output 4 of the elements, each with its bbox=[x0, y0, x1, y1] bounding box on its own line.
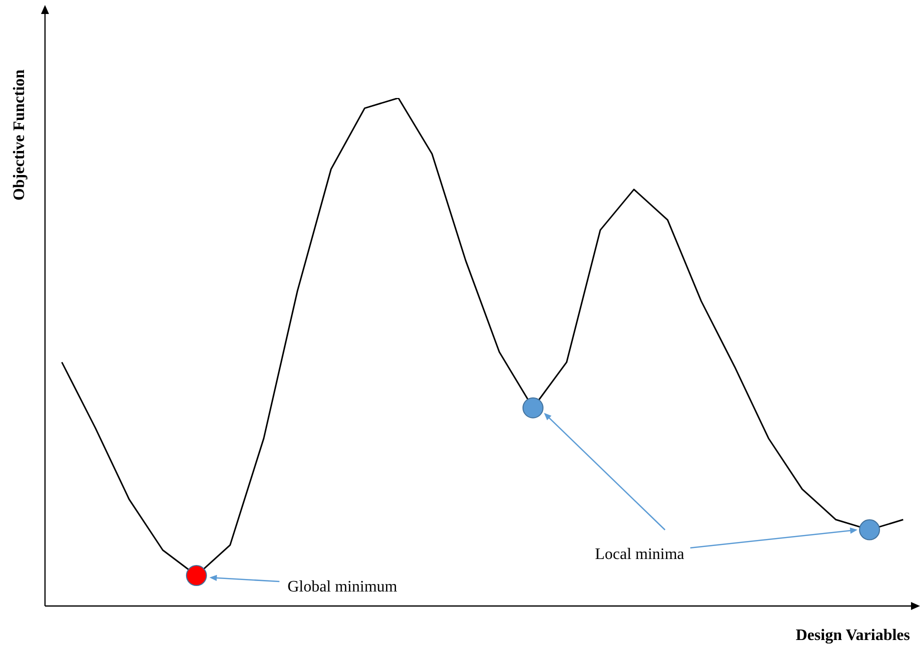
x-axis-title: Design Variables bbox=[796, 627, 910, 644]
y-axis-title: Objective Function bbox=[11, 69, 28, 201]
annotation: Local minima bbox=[594, 546, 684, 564]
annotation: Global minimum bbox=[287, 578, 398, 596]
